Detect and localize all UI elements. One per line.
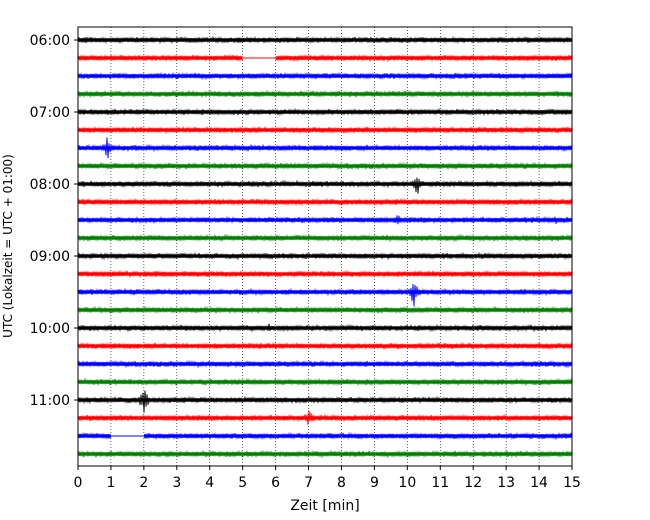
- trace-signal: [77, 359, 573, 369]
- trace-signal: [77, 107, 573, 117]
- trace-0845: [77, 233, 573, 243]
- trace-signal: [77, 161, 573, 171]
- y-tick-label-0600: 06:00: [30, 33, 70, 49]
- trace-0900: [77, 251, 573, 261]
- x-tick-label-9: 9: [370, 475, 379, 491]
- trace-0915: [77, 269, 573, 279]
- x-tick-label-6: 6: [271, 475, 280, 491]
- trace-0745: [77, 161, 573, 171]
- x-tick-label-10: 10: [398, 475, 416, 491]
- trace-signal: [77, 177, 573, 194]
- trace-signal: [77, 305, 573, 315]
- trace-0645: [77, 89, 573, 99]
- y-tick-label-1100: 11:00: [30, 393, 70, 409]
- trace-0945: [77, 305, 573, 315]
- trace-0615: [77, 53, 573, 63]
- trace-signal: [77, 377, 573, 387]
- trace-signal: [77, 197, 573, 207]
- x-tick-label-0: 0: [74, 475, 83, 491]
- trace-1145: [77, 449, 573, 459]
- trace-signal: [77, 449, 573, 459]
- y-axis-label: UTC (Lokalzeit = UTC + 01:00): [1, 154, 15, 338]
- trace-1100: [77, 390, 573, 413]
- x-tick-label-15: 15: [563, 475, 581, 491]
- x-tick-label-14: 14: [530, 475, 548, 491]
- y-tick-label-0800: 08:00: [30, 177, 70, 193]
- trace-signal: [77, 251, 573, 261]
- trace-1045: [77, 377, 573, 387]
- x-tick-label-1: 1: [106, 475, 115, 491]
- x-tick-label-5: 5: [238, 475, 247, 491]
- x-axis-ticks: 0 1 2 3 4 5 6 7 8 9 10 11 12 13 14 15: [74, 466, 581, 491]
- trace-signal: [77, 410, 573, 425]
- x-tick-label-8: 8: [337, 475, 346, 491]
- y-tick-label-0700: 07:00: [30, 105, 70, 121]
- plot-frame: [77, 26, 573, 467]
- x-tick-label-7: 7: [304, 475, 313, 491]
- x-tick-label-13: 13: [497, 475, 515, 491]
- trace-0700: [77, 107, 573, 117]
- trace-0930: [77, 283, 573, 307]
- y-tick-label-0900: 09:00: [30, 249, 70, 265]
- trace-1130: [77, 431, 573, 441]
- x-tick-label-4: 4: [205, 475, 214, 491]
- trace-signal: [77, 233, 573, 243]
- trace-1115: [77, 410, 573, 425]
- x-tick-label-3: 3: [172, 475, 181, 491]
- trace-signal: [77, 215, 573, 225]
- x-tick-label-12: 12: [464, 475, 482, 491]
- trace-0600: [77, 35, 573, 45]
- grid-lines: [110, 27, 540, 466]
- trace-0800: [77, 177, 573, 194]
- trace-0715: [77, 125, 573, 135]
- trace-1000: [77, 323, 573, 333]
- x-axis-label: Zeit [min]: [290, 498, 359, 514]
- trace-1030: [77, 359, 573, 369]
- trace-1015: [77, 341, 573, 351]
- trace-0630: [77, 71, 573, 81]
- y-tick-label-1000: 10:00: [30, 321, 70, 337]
- trace-signal: [77, 125, 573, 135]
- x-tick-label-2: 2: [139, 475, 148, 491]
- trace-signal: [77, 269, 573, 279]
- y-axis-ticks: 06:00 07:00 08:00 09:00 10:00 11:00: [30, 33, 78, 409]
- trace-0815: [77, 197, 573, 207]
- trace-signal: [77, 283, 573, 307]
- seismic-traces: [77, 35, 573, 459]
- trace-signal: [77, 53, 573, 63]
- trace-signal: [77, 390, 573, 413]
- trace-signal: [77, 35, 573, 45]
- trace-signal: [77, 431, 573, 441]
- x-tick-label-11: 11: [431, 475, 449, 491]
- trace-0730: [77, 137, 573, 159]
- trace-signal: [77, 89, 573, 99]
- trace-signal: [77, 137, 573, 159]
- trace-signal: [77, 71, 573, 81]
- trace-signal: [77, 341, 573, 351]
- trace-signal: [77, 323, 573, 333]
- trace-0830: [77, 215, 573, 225]
